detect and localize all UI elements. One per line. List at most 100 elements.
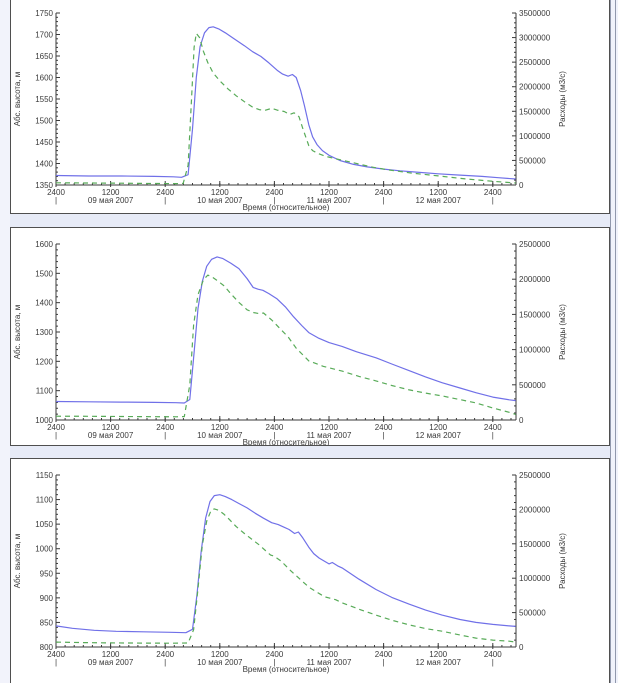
svg-text:1350: 1350 — [35, 181, 53, 190]
svg-text:2400: 2400 — [156, 188, 174, 197]
svg-text:1300: 1300 — [35, 328, 53, 337]
svg-text:1750: 1750 — [35, 9, 53, 18]
svg-text:|: | — [164, 431, 166, 440]
svg-text:1200: 1200 — [429, 650, 447, 659]
svg-text:1200: 1200 — [429, 423, 447, 432]
svg-text:2400: 2400 — [156, 423, 174, 432]
svg-text:2500000: 2500000 — [519, 471, 551, 480]
svg-text:1000000: 1000000 — [519, 346, 551, 355]
svg-text:2400: 2400 — [266, 188, 284, 197]
svg-text:1150: 1150 — [36, 471, 54, 480]
svg-text:|: | — [273, 658, 275, 667]
svg-text:0: 0 — [519, 181, 524, 190]
svg-text:1200: 1200 — [429, 188, 447, 197]
svg-text:12 мая 2007: 12 мая 2007 — [415, 431, 461, 440]
svg-text:Абс. высота, м: Абс. высота, м — [13, 72, 22, 127]
svg-text:1500000: 1500000 — [519, 107, 551, 116]
svg-text:11 мая 2007: 11 мая 2007 — [307, 658, 352, 667]
svg-text:1200: 1200 — [320, 188, 338, 197]
svg-text:11 мая 2007: 11 мая 2007 — [307, 196, 352, 205]
height-discharge-chart-middle: 1000 1100 1200 1300 1400 1500 1600 0 500000 10000… — [13, 240, 567, 445]
window-right-edge — [610, 0, 618, 683]
svg-text:950: 950 — [40, 569, 54, 578]
svg-text:|: | — [383, 196, 385, 205]
svg-text:|: | — [383, 658, 385, 667]
svg-text:|: | — [383, 431, 385, 440]
svg-text:1100: 1100 — [36, 496, 54, 505]
svg-text:2400: 2400 — [156, 650, 174, 659]
chart-panel-upper: 1350 1400 1450 1500 1550 1600 1650 1700 1750 0 500… — [10, 0, 610, 214]
svg-text:|: | — [492, 658, 494, 667]
svg-text:1000000: 1000000 — [519, 574, 551, 583]
height-discharge-chart-upper: 1350 1400 1450 1500 1550 1600 1650 1700 1750 0 500… — [13, 9, 567, 212]
svg-text:10 мая 2007: 10 мая 2007 — [197, 196, 243, 205]
svg-text:1500: 1500 — [35, 269, 53, 278]
svg-text:12 мая 2007: 12 мая 2007 — [415, 196, 461, 205]
svg-text:1600: 1600 — [35, 240, 53, 249]
svg-text:2400: 2400 — [266, 423, 284, 432]
svg-text:10 мая 2007: 10 мая 2007 — [197, 431, 243, 440]
svg-text:500000: 500000 — [519, 381, 546, 390]
svg-text:3500000: 3500000 — [519, 9, 551, 18]
svg-text:2400: 2400 — [266, 650, 284, 659]
svg-text:2400: 2400 — [484, 188, 502, 197]
svg-text:|: | — [55, 658, 57, 667]
svg-text:0: 0 — [519, 643, 524, 652]
svg-text:800: 800 — [40, 643, 54, 652]
svg-text:2400: 2400 — [47, 650, 65, 659]
svg-text:|: | — [492, 431, 494, 440]
svg-text:1500000: 1500000 — [519, 310, 551, 319]
svg-text:2400: 2400 — [47, 188, 65, 197]
svg-text:1500: 1500 — [35, 117, 53, 126]
svg-text:1100: 1100 — [36, 387, 54, 396]
svg-text:0: 0 — [519, 416, 524, 425]
window-right-edge-line — [615, 0, 616, 683]
svg-text:2000000: 2000000 — [519, 275, 551, 284]
svg-text:|: | — [164, 658, 166, 667]
svg-text:1000000: 1000000 — [519, 132, 551, 141]
svg-text:2400: 2400 — [47, 423, 65, 432]
chart-panel-middle: 1000 1100 1200 1300 1400 1500 1600 0 500000 10000… — [10, 227, 610, 446]
svg-text:1400: 1400 — [35, 299, 53, 308]
svg-text:1200: 1200 — [211, 423, 229, 432]
svg-text:1600: 1600 — [35, 74, 53, 83]
svg-text:2400: 2400 — [484, 650, 502, 659]
svg-text:2400: 2400 — [484, 423, 502, 432]
svg-text:|: | — [164, 196, 166, 205]
svg-text:09 мая 2007: 09 мая 2007 — [88, 196, 134, 205]
svg-text:Время (относительное): Время (относительное) — [243, 438, 330, 445]
svg-text:Расходы (м3/с): Расходы (м3/с) — [558, 304, 567, 360]
svg-text:3000000: 3000000 — [519, 34, 551, 43]
svg-text:1550: 1550 — [35, 95, 53, 104]
svg-text:|: | — [273, 196, 275, 205]
svg-text:10 мая 2007: 10 мая 2007 — [197, 658, 243, 667]
svg-text:850: 850 — [40, 618, 54, 627]
svg-text:2400: 2400 — [375, 650, 393, 659]
svg-text:12 мая 2007: 12 мая 2007 — [415, 658, 461, 667]
svg-text:Абс. высота, м: Абс. высота, м — [13, 305, 22, 360]
svg-text:2000000: 2000000 — [519, 505, 551, 514]
svg-text:09 мая 2007: 09 мая 2007 — [88, 431, 134, 440]
svg-text:|: | — [492, 196, 494, 205]
svg-text:|: | — [55, 196, 57, 205]
svg-text:500000: 500000 — [519, 609, 546, 618]
svg-text:2400: 2400 — [375, 423, 393, 432]
left-margin-strip — [0, 0, 10, 683]
svg-text:1000: 1000 — [35, 545, 53, 554]
svg-text:2500000: 2500000 — [519, 58, 551, 67]
svg-text:Время (относительное): Время (относительное) — [243, 203, 330, 212]
svg-text:1450: 1450 — [35, 138, 53, 147]
chart-panel-lower: 800 850 900 950 1000 1050 1100 1150 0 500000 10000… — [10, 458, 610, 683]
svg-text:|: | — [273, 431, 275, 440]
svg-text:500000: 500000 — [519, 156, 546, 165]
svg-text:09 мая 2007: 09 мая 2007 — [88, 658, 134, 667]
svg-text:2000000: 2000000 — [519, 83, 551, 92]
svg-text:1500000: 1500000 — [519, 540, 551, 549]
svg-text:900: 900 — [40, 594, 54, 603]
svg-text:1200: 1200 — [102, 188, 120, 197]
svg-text:2500000: 2500000 — [519, 240, 551, 249]
svg-text:Расходы (м3/с): Расходы (м3/с) — [558, 71, 567, 127]
svg-text:1650: 1650 — [35, 52, 53, 61]
svg-text:Расходы (м3/с): Расходы (м3/с) — [558, 533, 567, 589]
